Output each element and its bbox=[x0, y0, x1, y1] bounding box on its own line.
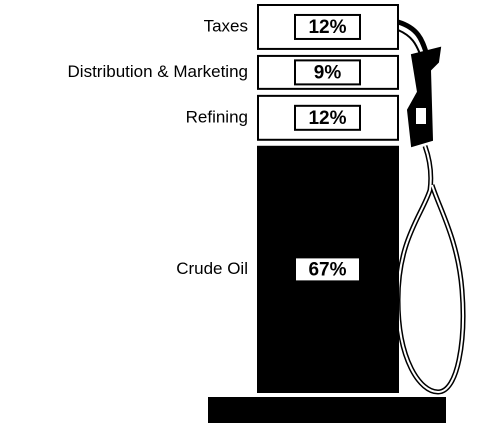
category-label: Refining bbox=[186, 107, 248, 126]
value-label: 67% bbox=[308, 259, 346, 280]
category-label: Crude Oil bbox=[176, 259, 248, 278]
chart: 67% Crude Oil 12% Refining 9% Distribution & … bbox=[0, 0, 489, 423]
value-label: 9% bbox=[314, 62, 342, 83]
pump-nozzle bbox=[398, 22, 463, 392]
category-label: Taxes bbox=[204, 16, 248, 35]
pump-base bbox=[208, 397, 446, 423]
page: {"chart_data": {"type": "bar", "categori… bbox=[0, 0, 489, 423]
value-label: 12% bbox=[308, 17, 346, 38]
value-label: 12% bbox=[308, 108, 346, 129]
category-label: Distribution & Marketing bbox=[68, 62, 248, 81]
